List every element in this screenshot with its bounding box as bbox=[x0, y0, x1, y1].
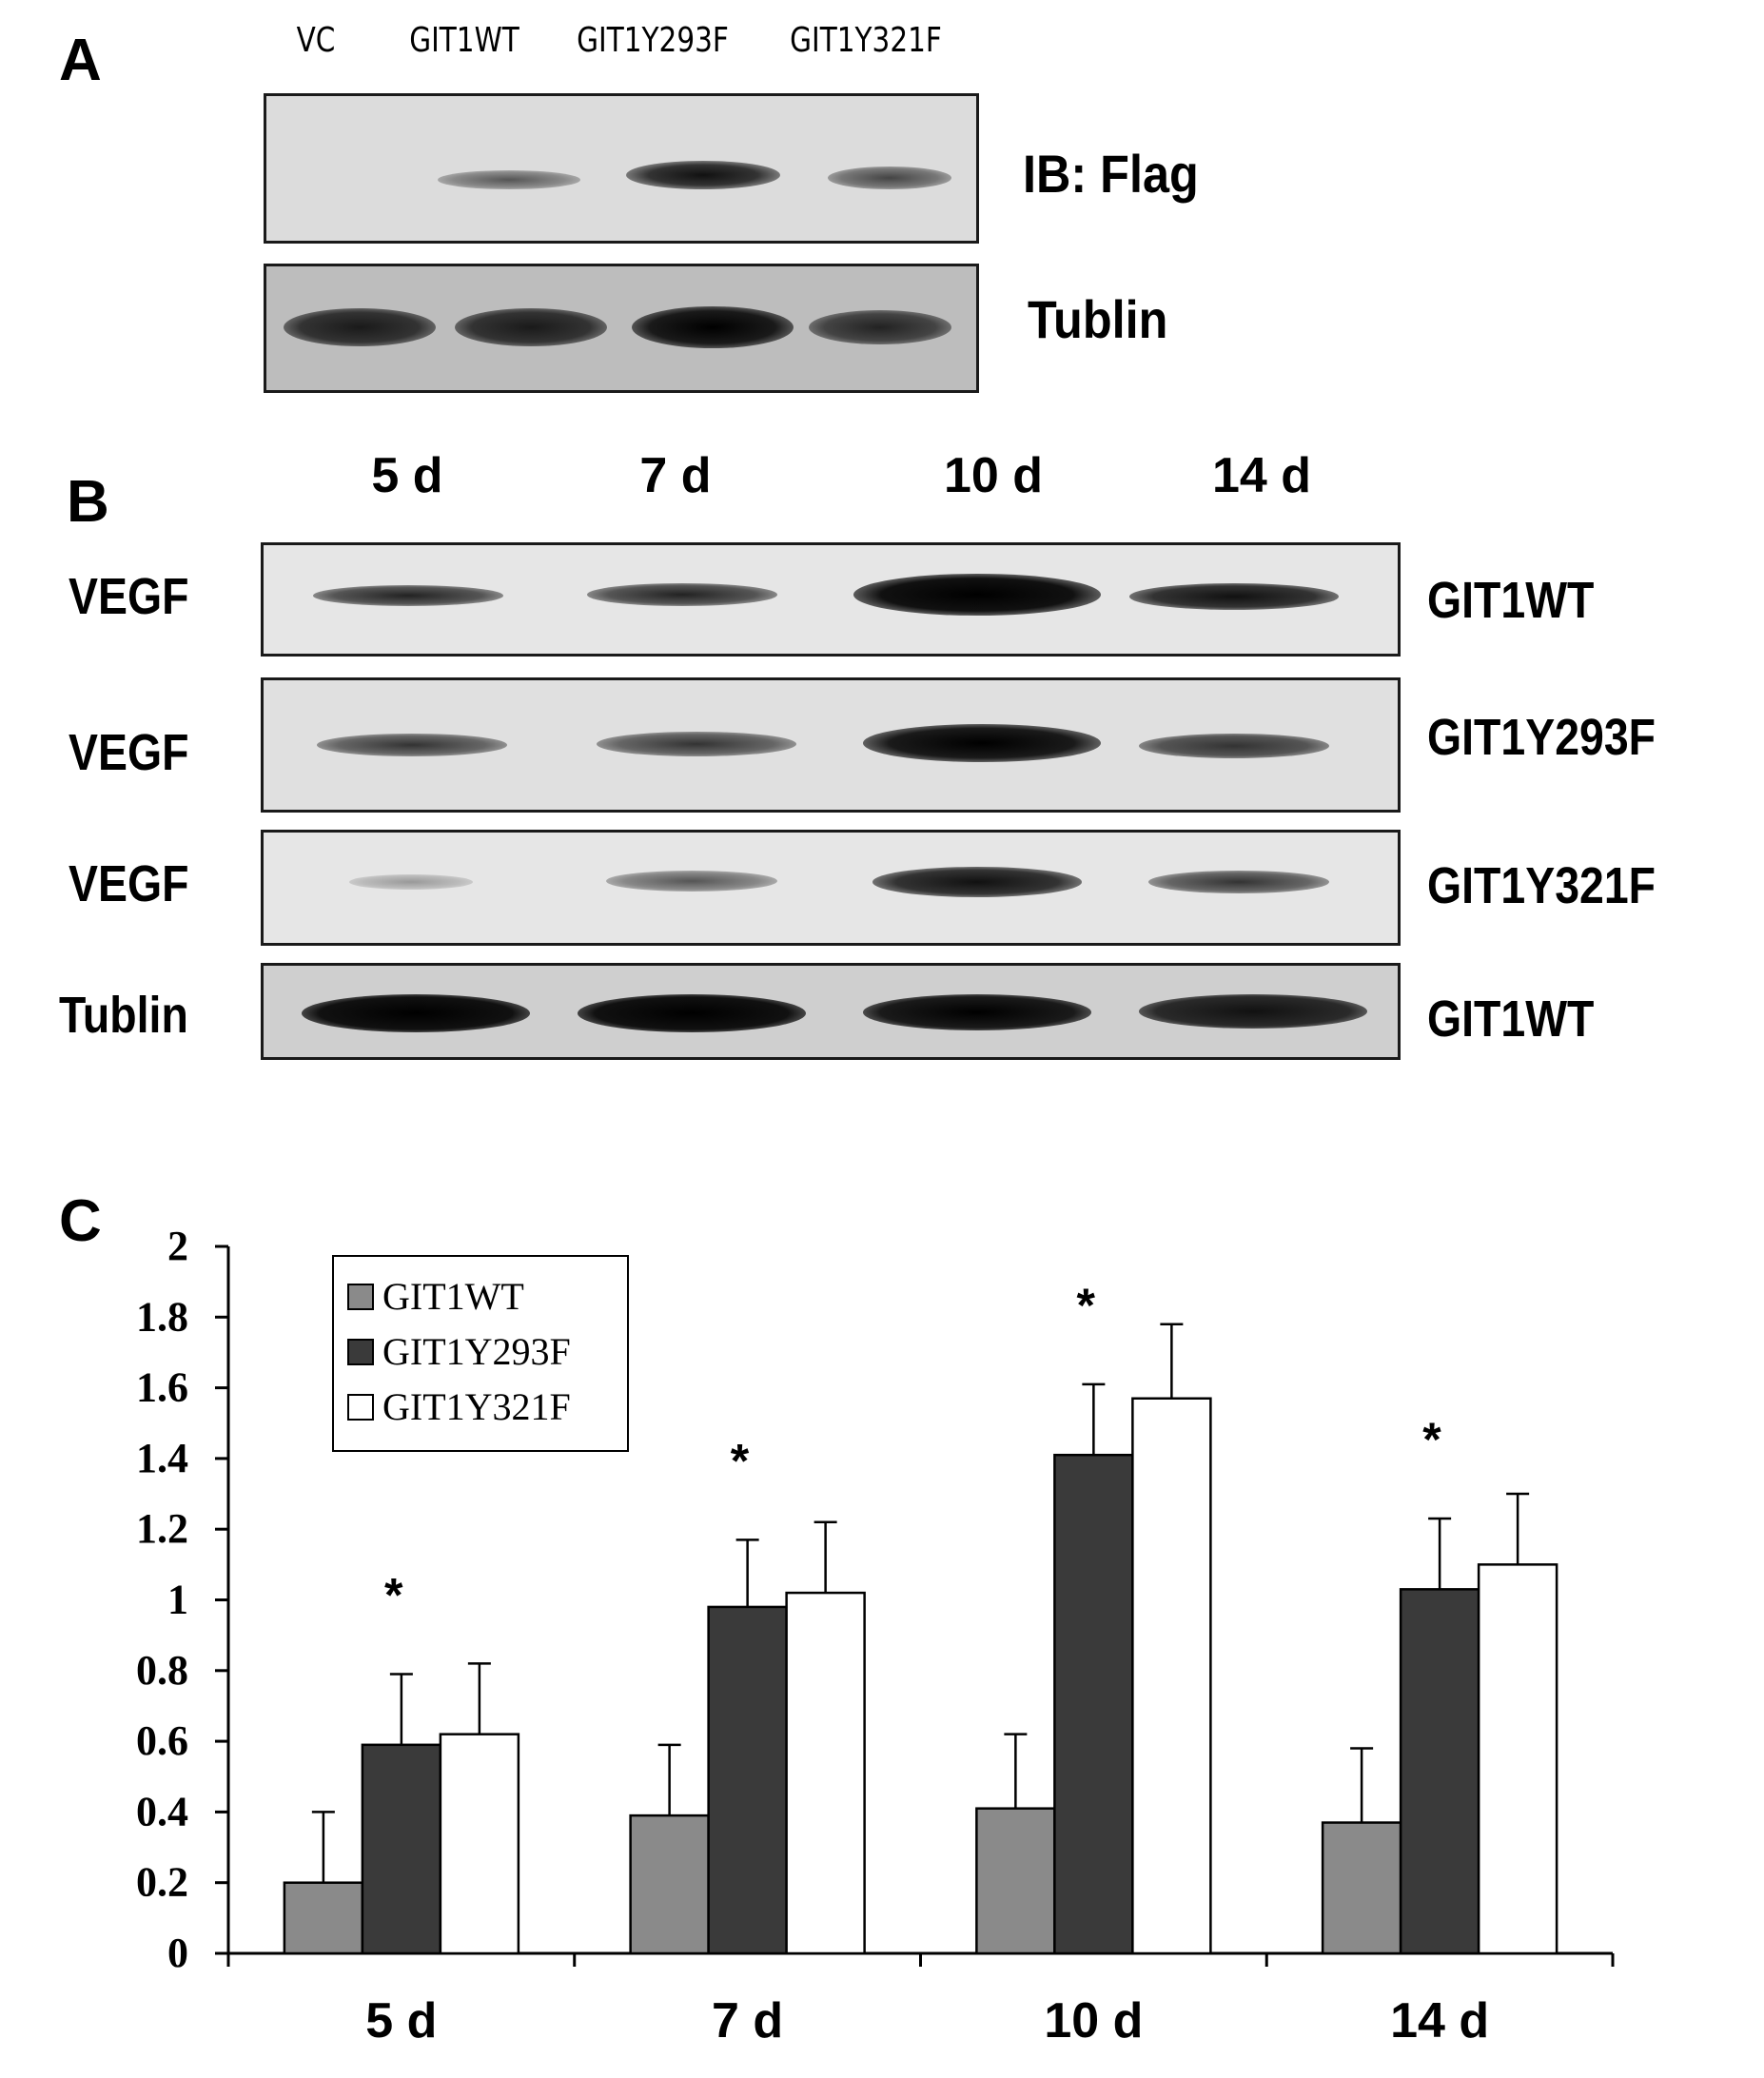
bar bbox=[1131, 1397, 1212, 1955]
panel-b-right-label: GIT1WT bbox=[1427, 990, 1595, 1048]
legend-swatch bbox=[347, 1284, 374, 1310]
legend-label: GIT1Y321F bbox=[382, 1385, 571, 1428]
panel-a-row-label: IB: Flag bbox=[1023, 144, 1199, 204]
x-tick-label: 5 d bbox=[365, 1993, 437, 2049]
panel-b-left-label: VEGF bbox=[69, 855, 189, 912]
panel-a-flag-blot bbox=[264, 93, 979, 244]
legend-label: GIT1Y293F bbox=[382, 1330, 571, 1373]
panel-b-time-label: 5 d bbox=[371, 448, 443, 503]
panel-b-letter: B bbox=[67, 469, 109, 535]
bar bbox=[975, 1807, 1056, 1955]
panel-b-right-label: GIT1Y321F bbox=[1427, 857, 1656, 914]
panel-b-left-label: VEGF bbox=[69, 568, 189, 625]
x-tick-label: 10 d bbox=[1044, 1993, 1143, 2049]
bar bbox=[439, 1733, 520, 1955]
panel-b-time-label: 10 d bbox=[943, 448, 1044, 503]
y-tick-label: 1.8 bbox=[136, 1293, 188, 1340]
panel-a-lane-label: VC bbox=[296, 21, 336, 60]
bar bbox=[629, 1813, 710, 1955]
bar bbox=[1477, 1563, 1558, 1955]
x-tick-label: 7 d bbox=[712, 1993, 783, 2049]
bar bbox=[1321, 1821, 1402, 1955]
bar bbox=[1399, 1588, 1480, 1955]
y-tick-label: 0.2 bbox=[136, 1859, 188, 1906]
panel-b-vegf-blot-y321f bbox=[261, 830, 1401, 946]
y-tick-label: 0 bbox=[167, 1930, 188, 1976]
bar bbox=[785, 1591, 866, 1955]
y-tick-label: 0.4 bbox=[136, 1788, 188, 1834]
y-tick-label: 2 bbox=[167, 1223, 188, 1269]
panel-a-letter: A bbox=[59, 28, 102, 93]
legend-swatch bbox=[347, 1394, 374, 1421]
bar bbox=[707, 1605, 788, 1955]
y-tick-label: 1.4 bbox=[136, 1435, 188, 1481]
legend-label: GIT1WT bbox=[382, 1275, 524, 1318]
legend-swatch bbox=[347, 1339, 374, 1365]
panel-c-letter: C bbox=[59, 1188, 102, 1254]
significance-marker: * bbox=[1076, 1279, 1095, 1332]
panel-b-tublin-blot bbox=[261, 963, 1401, 1060]
panel-b-left-label: Tublin bbox=[59, 987, 188, 1044]
bar bbox=[283, 1881, 364, 1955]
significance-marker: * bbox=[1422, 1413, 1441, 1466]
y-tick-label: 0.6 bbox=[136, 1717, 188, 1764]
panel-b-time-label: 14 d bbox=[1211, 448, 1312, 503]
panel-a-lane-label: GIT1Y293F bbox=[577, 21, 729, 60]
panel-a-lane-label: GIT1WT bbox=[409, 21, 519, 60]
y-tick-label: 1.6 bbox=[136, 1364, 188, 1411]
y-tick-label: 1.2 bbox=[136, 1505, 188, 1552]
panel-a-row-label: Tublin bbox=[1028, 289, 1168, 349]
panel-b-left-label: VEGF bbox=[69, 724, 189, 781]
legend-box bbox=[332, 1255, 629, 1452]
panel-b-vegf-blot-wt bbox=[261, 542, 1401, 657]
panel-b-vegf-blot-y293f bbox=[261, 677, 1401, 813]
significance-marker: * bbox=[731, 1434, 750, 1487]
bar bbox=[1053, 1453, 1134, 1955]
y-tick-label: 1 bbox=[167, 1577, 188, 1623]
panel-b-time-label: 7 d bbox=[639, 448, 712, 503]
y-tick-label: 0.8 bbox=[136, 1647, 188, 1694]
panel-b-right-label: GIT1Y293F bbox=[1427, 709, 1656, 766]
panel-a-lane-label: GIT1Y321F bbox=[790, 21, 942, 60]
panel-a-tublin-blot bbox=[264, 264, 979, 393]
panel-b-right-label: GIT1WT bbox=[1427, 572, 1595, 629]
bar bbox=[361, 1743, 442, 1955]
significance-marker: * bbox=[384, 1569, 403, 1622]
x-tick-label: 14 d bbox=[1390, 1993, 1489, 2049]
